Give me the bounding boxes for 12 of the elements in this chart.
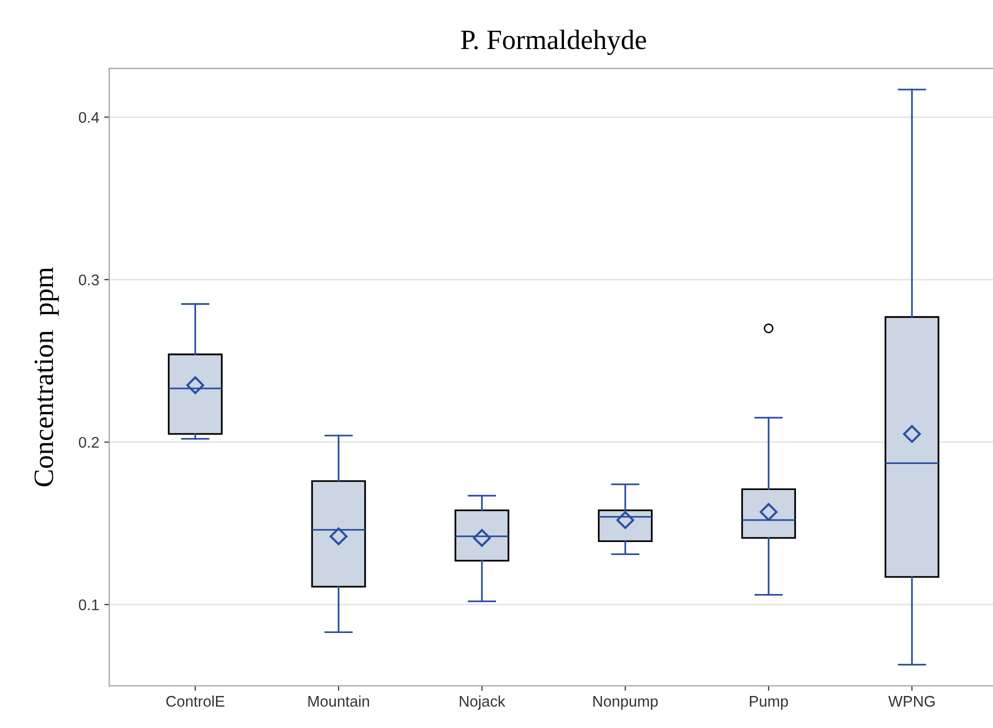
x-tick-label: Nonpump bbox=[593, 696, 658, 710]
y-tick-label: 0.2 bbox=[78, 436, 99, 448]
y-tick-label: 0.4 bbox=[78, 112, 100, 123]
y-tick-label: 0.3 bbox=[78, 274, 99, 286]
chart-title: P. Formaldehyde bbox=[461, 30, 646, 55]
x-tick-label: Mountain bbox=[308, 696, 370, 707]
x-tick-label: WPNG bbox=[888, 696, 935, 707]
x-tick-label: ControlE bbox=[166, 696, 224, 707]
x-tick-label: Nojack bbox=[460, 696, 506, 710]
y-tick-label: 0.1 bbox=[78, 599, 99, 610]
y-axis-title: Concentration ppm bbox=[34, 267, 59, 486]
x-tick-label: Pump bbox=[750, 696, 788, 710]
